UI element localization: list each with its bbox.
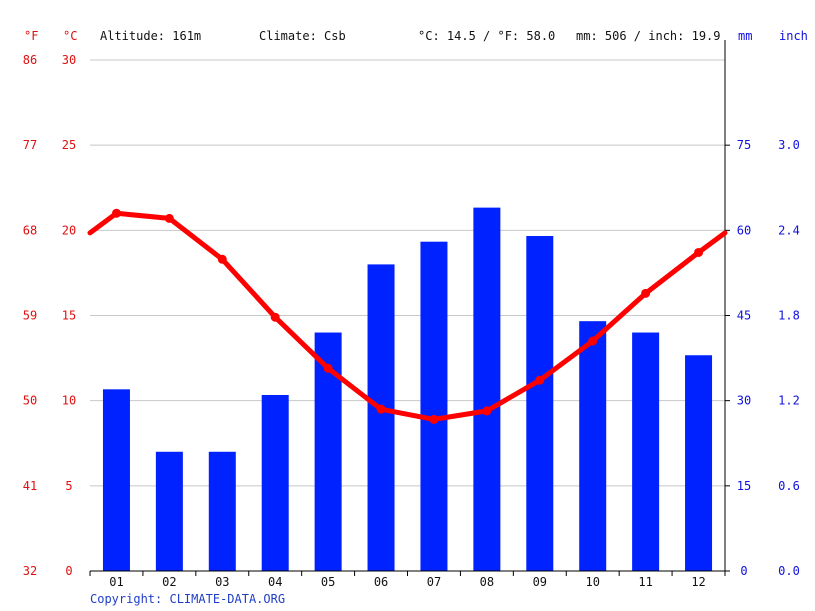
mm-unit-label: mm <box>738 29 753 43</box>
inch-tick-label: 2.4 <box>778 223 800 237</box>
climate-label: Climate: Csb <box>259 29 346 43</box>
celsius-unit-label: °C <box>63 29 78 43</box>
temperature-point <box>164 213 174 223</box>
month-label: 07 <box>427 575 441 589</box>
month-label: 05 <box>321 575 335 589</box>
celsius-tick-label: 0 <box>65 564 72 578</box>
month-label: 09 <box>533 575 547 589</box>
temperature-point <box>323 363 333 373</box>
celsius-tick-label: 25 <box>62 138 76 152</box>
temperature-point <box>588 336 598 346</box>
fahrenheit-tick-label: 32 <box>23 564 37 578</box>
mm-tick-label: 0 <box>740 564 747 578</box>
temperature-point <box>270 312 280 322</box>
precipitation-bar <box>261 394 289 571</box>
celsius-tick-label: 10 <box>62 394 76 408</box>
inch-unit-label: inch <box>779 29 808 43</box>
month-label: 08 <box>480 575 494 589</box>
temperature-point <box>429 414 439 424</box>
annual-precipitation-label: mm: 506 / inch: 19.9 <box>576 29 721 43</box>
temperature-point <box>482 406 492 416</box>
celsius-tick-label: 5 <box>65 479 72 493</box>
copyright-link[interactable]: Copyright: CLIMATE-DATA.ORG <box>90 592 286 606</box>
inch-tick-label: 1.2 <box>778 394 800 408</box>
inch-tick-label: 0.6 <box>778 479 800 493</box>
temperature-point <box>217 254 227 264</box>
precipitation-bar <box>367 264 395 571</box>
precipitation-bar <box>579 321 607 571</box>
month-label: 12 <box>691 575 705 589</box>
precipitation-bar <box>526 236 554 571</box>
month-label: 04 <box>268 575 282 589</box>
mm-tick-label: 75 <box>737 138 751 152</box>
fahrenheit-tick-label: 77 <box>23 138 37 152</box>
month-label: 06 <box>374 575 388 589</box>
temperature-point <box>376 404 386 414</box>
precipitation-bar <box>420 241 448 571</box>
precipitation-bar <box>102 389 130 571</box>
temperature-line <box>87 210 728 422</box>
mm-tick-label: 45 <box>737 309 751 323</box>
altitude-label: Altitude: 161m <box>100 29 202 43</box>
precipitation-bar <box>155 451 183 571</box>
temperature-point <box>535 375 545 385</box>
inch-tick-label: 1.8 <box>778 309 800 323</box>
precipitation-bar <box>208 451 236 571</box>
precipitation-bar <box>632 332 660 571</box>
average-temperature-label: °C: 14.5 / °F: 58.0 <box>418 29 556 43</box>
fahrenheit-unit-label: °F <box>24 29 39 43</box>
inch-tick-label: 0.0 <box>778 564 800 578</box>
precipitation-bar <box>685 355 713 571</box>
month-label: 11 <box>638 575 652 589</box>
temperature-point <box>694 247 704 257</box>
month-label: 02 <box>162 575 176 589</box>
mm-tick-label: 15 <box>737 479 751 493</box>
month-label: 10 <box>585 575 599 589</box>
fahrenheit-tick-label: 68 <box>23 223 37 237</box>
month-label: 03 <box>215 575 229 589</box>
mm-tick-label: 60 <box>737 223 751 237</box>
temperature-point <box>111 208 121 218</box>
temperature-point <box>641 288 651 298</box>
fahrenheit-tick-label: 50 <box>23 394 37 408</box>
month-label: 01 <box>109 575 123 589</box>
celsius-tick-label: 20 <box>62 223 76 237</box>
celsius-tick-label: 30 <box>62 53 76 67</box>
fahrenheit-tick-label: 86 <box>23 53 37 67</box>
fahrenheit-tick-label: 59 <box>23 309 37 323</box>
precipitation-bar <box>473 207 501 571</box>
mm-tick-label: 30 <box>737 394 751 408</box>
celsius-tick-label: 15 <box>62 309 76 323</box>
inch-tick-label: 3.0 <box>778 138 800 152</box>
fahrenheit-tick-label: 41 <box>23 479 37 493</box>
